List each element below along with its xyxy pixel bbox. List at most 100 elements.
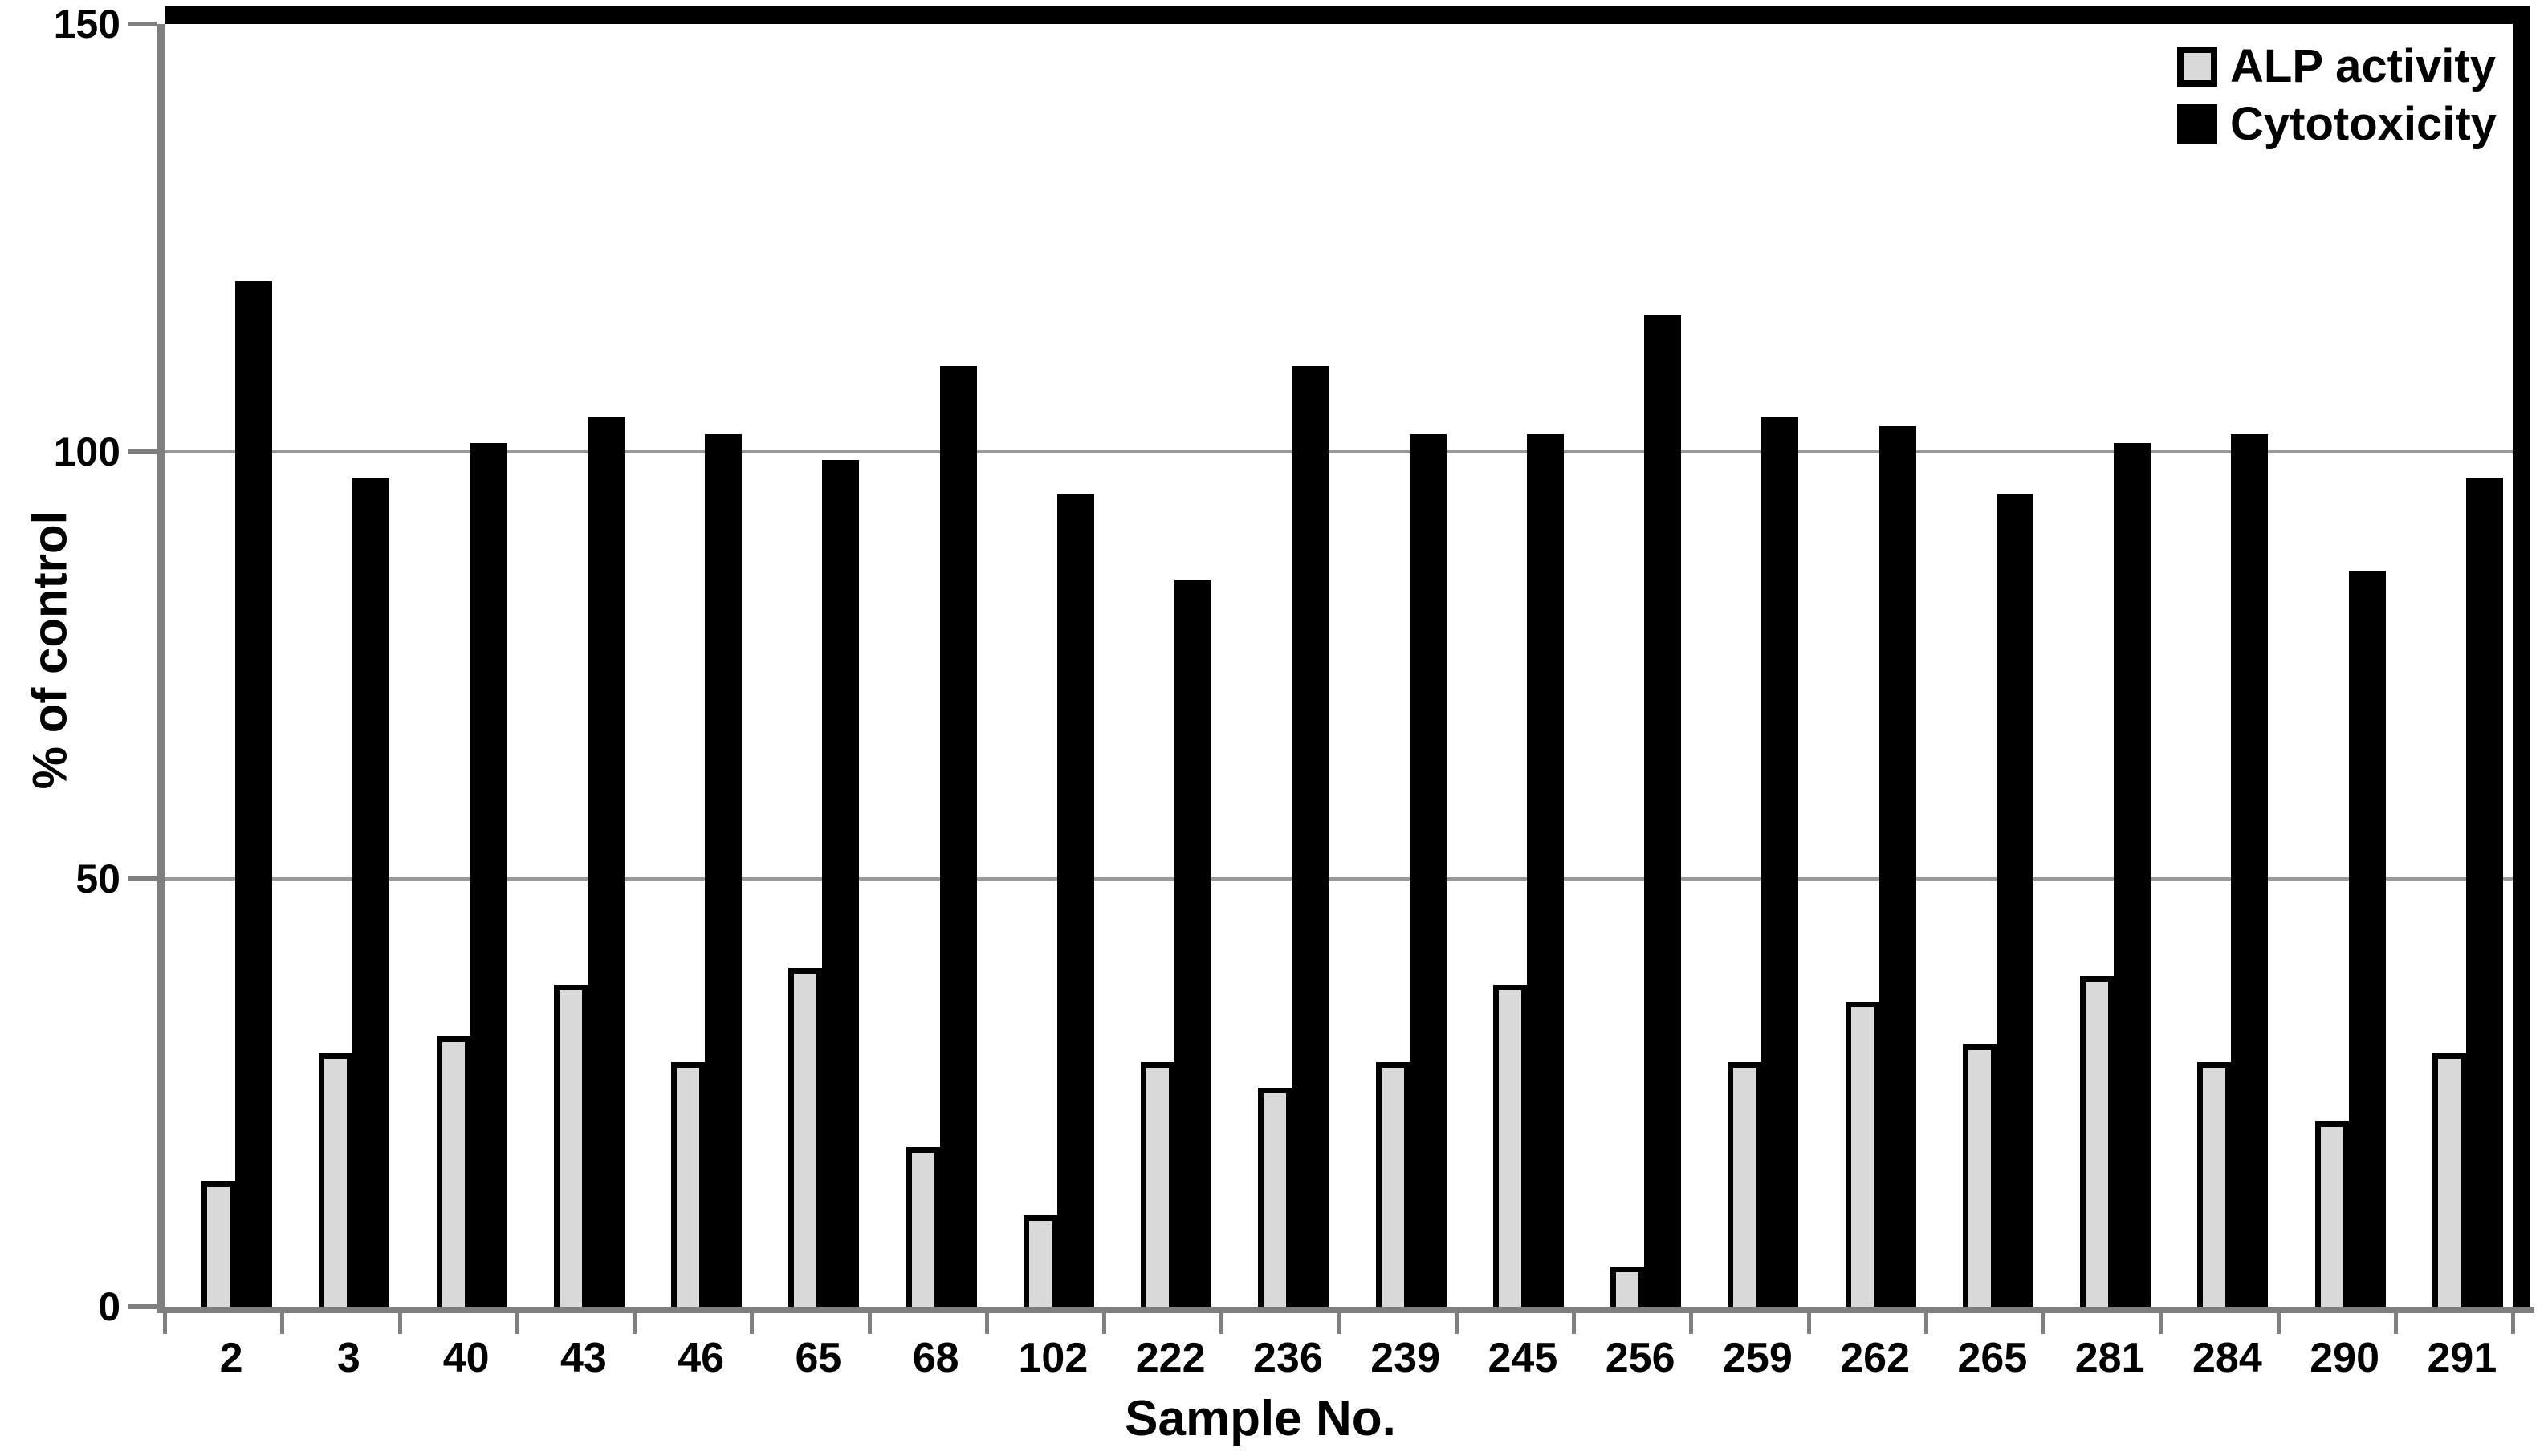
x-tick-label-102: 102 [1018, 1335, 1089, 1381]
bar-group-245 [1456, 24, 1573, 1307]
x-tick-1 [280, 1313, 285, 1334]
x-tick-label-43: 43 [560, 1335, 607, 1381]
bar-cytotoxicity-239 [1409, 434, 1447, 1307]
legend: ALP activity Cytotoxicity [2177, 42, 2497, 149]
x-tick-15 [1923, 1313, 1928, 1334]
bar-cytotoxicity-40 [470, 443, 507, 1307]
bar-alp-activity-222 [1141, 1061, 1175, 1307]
bar-cytotoxicity-2 [235, 280, 273, 1307]
x-tick-5 [750, 1313, 755, 1334]
y-tick-50 [128, 876, 157, 882]
x-axis-line [157, 1307, 2534, 1313]
x-tick-label-2: 2 [219, 1335, 243, 1381]
x-tick-10 [1337, 1313, 1341, 1334]
x-tick-19 [2393, 1313, 2398, 1334]
x-tick-label-290: 290 [2310, 1335, 2379, 1381]
bar-cytotoxicity-265 [1996, 494, 2033, 1307]
bar-alp-activity-43 [553, 984, 588, 1307]
x-tick-label-3: 3 [336, 1335, 360, 1381]
bar-group-43 [517, 24, 634, 1307]
x-tick-label-222: 222 [1135, 1335, 1206, 1381]
x-tick-label-68: 68 [912, 1335, 959, 1381]
bar-cytotoxicity-290 [2348, 571, 2386, 1307]
x-tick-label-236: 236 [1252, 1335, 1323, 1381]
bar-group-284 [2160, 24, 2277, 1307]
bar-cytotoxicity-281 [2114, 443, 2151, 1307]
bar-alp-activity-265 [1962, 1044, 1997, 1307]
x-tick-label-262: 262 [1840, 1335, 1910, 1381]
bar-alp-activity-239 [1375, 1061, 1410, 1307]
y-tick-label-100: 100 [53, 429, 120, 474]
bar-alp-activity-291 [2432, 1053, 2466, 1307]
y-tick-150 [128, 22, 157, 26]
x-tick-9 [1219, 1313, 1224, 1334]
bar-cytotoxicity-262 [1878, 425, 1916, 1307]
x-tick-label-40: 40 [442, 1335, 490, 1381]
bar-alp-activity-259 [1728, 1061, 1762, 1307]
bar-cytotoxicity-43 [587, 417, 625, 1307]
bar-cytotoxicity-245 [1526, 434, 1564, 1307]
bar-cytotoxicity-259 [1761, 417, 1799, 1307]
x-tick-label-65: 65 [795, 1335, 842, 1381]
bar-group-3 [282, 24, 399, 1307]
bar-alp-activity-236 [1258, 1087, 1292, 1307]
bar-cytotoxicity-3 [352, 477, 390, 1307]
bar-group-239 [1339, 24, 1456, 1307]
cytotoxicity-swatch-icon [2177, 104, 2217, 144]
x-tick-17 [2159, 1313, 2163, 1334]
bar-alp-activity-284 [2197, 1061, 2232, 1307]
bar-group-222 [1104, 24, 1221, 1307]
bar-alp-activity-65 [788, 967, 823, 1307]
bar-cytotoxicity-256 [1644, 315, 1682, 1307]
bar-group-256 [1573, 24, 1691, 1307]
x-tick-label-259: 259 [1722, 1335, 1793, 1381]
x-tick-8 [1102, 1313, 1106, 1334]
legend-label: Cytotoxicity [2230, 98, 2497, 150]
bar-group-265 [1926, 24, 2043, 1307]
bar-group-262 [1809, 24, 1926, 1307]
y-tick-label-50: 50 [75, 856, 120, 902]
bar-alp-activity-40 [436, 1035, 470, 1307]
bar-alp-activity-68 [906, 1147, 940, 1307]
x-tick-20 [2511, 1313, 2515, 1334]
bar-cytotoxicity-236 [1292, 366, 1329, 1307]
bar-alp-activity-46 [671, 1061, 706, 1307]
x-tick-label-239: 239 [1370, 1335, 1440, 1381]
bar-group-236 [1221, 24, 1338, 1307]
legend-label: ALP activity [2230, 40, 2496, 92]
bar-group-68 [869, 24, 987, 1307]
y-axis-title: % of control [22, 510, 77, 790]
y-tick-0 [128, 1304, 157, 1309]
y-tick-label-0: 0 [98, 1284, 120, 1329]
bar-cytotoxicity-46 [705, 434, 743, 1307]
legend-item-alp-activity: ALP activity [2177, 42, 2497, 92]
x-axis-tick-labels: 2 3 40 43 46 65 68 102 222 236 239 245 256 259 262 265 2… [165, 1334, 2513, 1382]
x-tick-3 [515, 1313, 519, 1334]
bar-alp-activity-290 [2314, 1121, 2349, 1307]
bar-alp-activity-245 [1492, 984, 1527, 1307]
bar-group-259 [1691, 24, 1808, 1307]
x-tick-label-284: 284 [2192, 1335, 2262, 1381]
bar-alp-activity-281 [2080, 976, 2115, 1307]
bar-cytotoxicity-102 [1056, 494, 1094, 1307]
bar-group-102 [987, 24, 1104, 1307]
bar-alp-activity-102 [1023, 1215, 1057, 1307]
bar-group-281 [2043, 24, 2160, 1307]
bar-group-291 [2395, 24, 2513, 1307]
x-tick-4 [633, 1313, 637, 1334]
y-tick-100 [128, 449, 157, 454]
legend-item-cytotoxicity: Cytotoxicity [2177, 100, 2497, 149]
x-tick-label-256: 256 [1605, 1335, 1675, 1381]
plot-area-frame [165, 6, 2530, 1307]
bar-alp-activity-262 [1845, 1002, 1879, 1307]
alp-activity-swatch-icon [2177, 47, 2217, 87]
bars-layer [165, 24, 2513, 1307]
x-tick-13 [1689, 1313, 1694, 1334]
bar-alp-activity-3 [319, 1053, 353, 1307]
y-axis-line [157, 24, 165, 1313]
x-tick-2 [397, 1313, 402, 1334]
x-tick-12 [1572, 1313, 1576, 1334]
bar-cytotoxicity-68 [939, 366, 977, 1307]
x-tick-label-245: 245 [1488, 1335, 1558, 1381]
